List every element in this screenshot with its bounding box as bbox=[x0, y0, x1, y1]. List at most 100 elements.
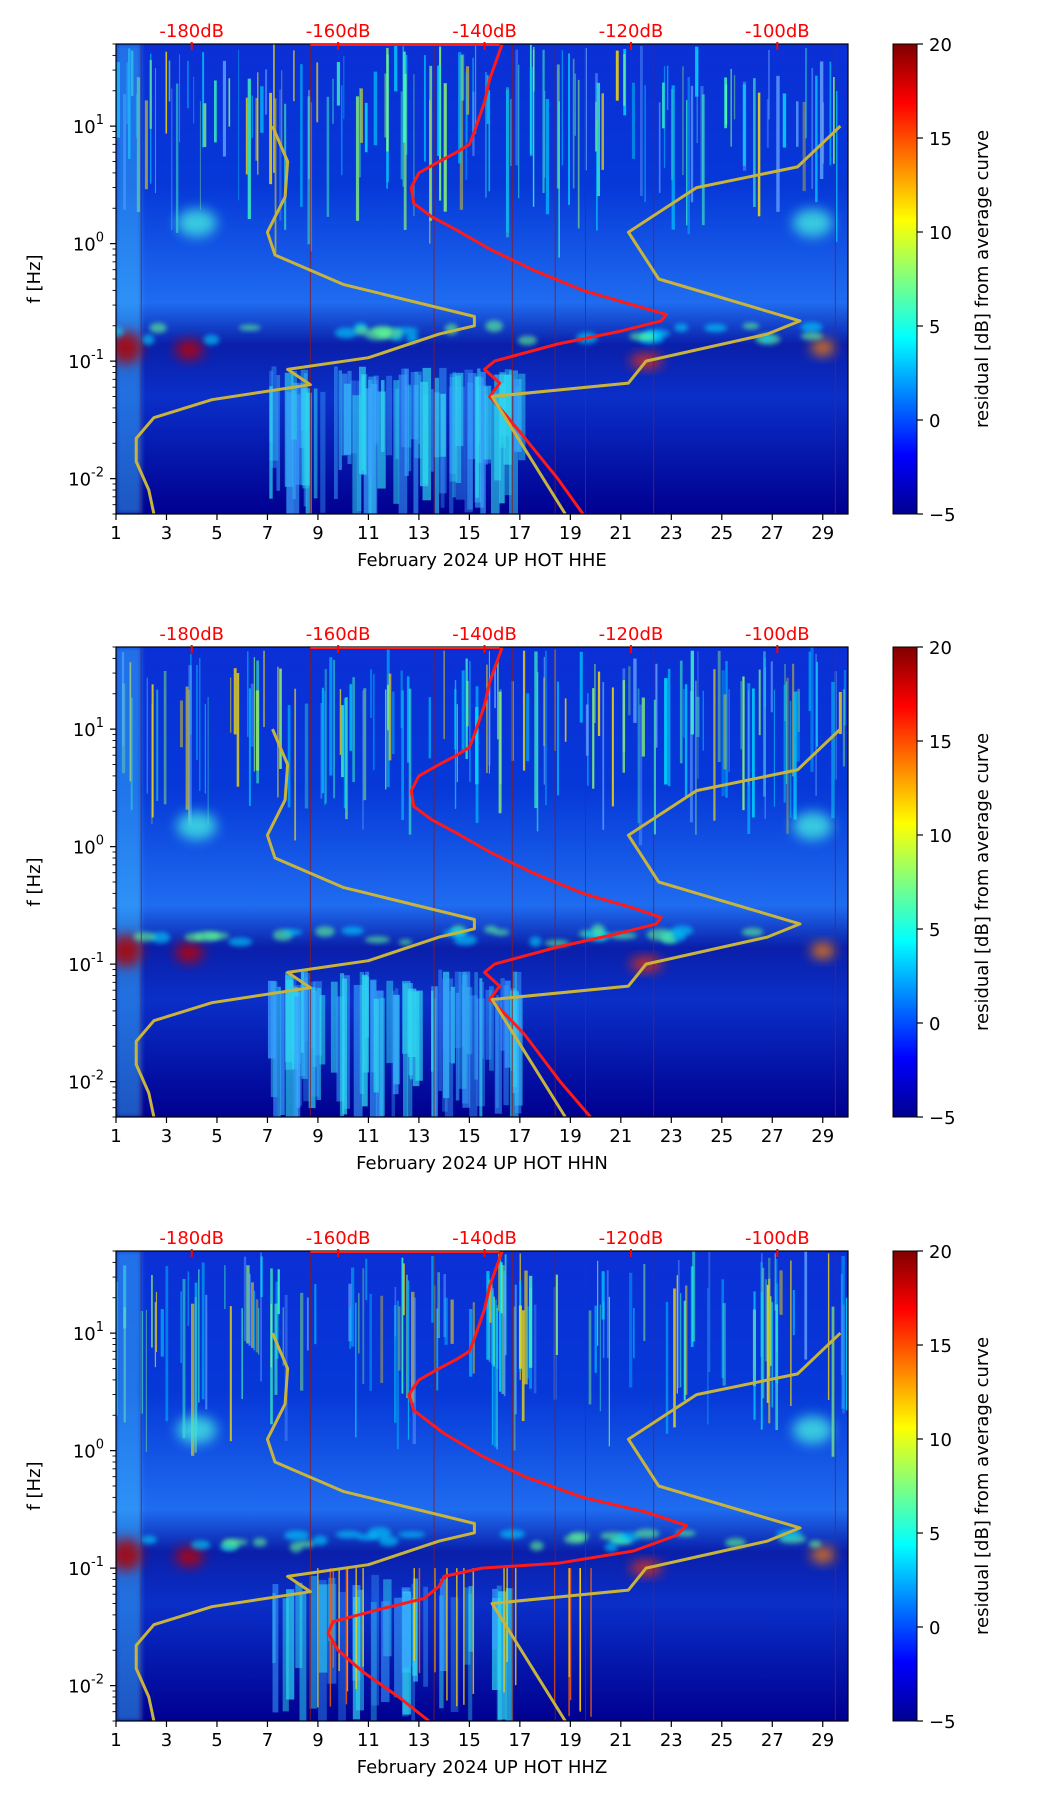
model-curve bbox=[134, 1332, 842, 1721]
x-axis-label: February 2024 UP HOT HHZ bbox=[357, 1757, 608, 1778]
x-tick-label: 13 bbox=[407, 1730, 430, 1751]
model-curve bbox=[134, 728, 842, 1117]
model-curve bbox=[134, 125, 842, 514]
x-tick-label: 21 bbox=[609, 1730, 632, 1751]
x-tick-label: 3 bbox=[161, 1730, 172, 1751]
top-db-label: -180dB bbox=[159, 1228, 224, 1249]
x-tick-label: 27 bbox=[761, 523, 784, 544]
x-tick-label: 5 bbox=[211, 523, 222, 544]
x-tick-label: 7 bbox=[262, 523, 273, 544]
y-tick-label: 10-2 bbox=[68, 1673, 104, 1698]
colorbar-tick-label: 5 bbox=[929, 1524, 940, 1545]
psd-curve bbox=[326, 1251, 688, 1721]
top-db-label: -160dB bbox=[306, 21, 371, 42]
colorbar-label: residual [dB] from average curve bbox=[972, 130, 993, 428]
colorbar-tick-label: −5 bbox=[929, 1712, 956, 1733]
x-tick-label: 23 bbox=[660, 1730, 683, 1751]
x-tick-label: 19 bbox=[559, 1730, 582, 1751]
colorbar-tick-label: 15 bbox=[929, 1336, 952, 1357]
x-tick-label: 17 bbox=[508, 1730, 531, 1751]
y-tick-label: 10-1 bbox=[68, 951, 104, 976]
y-axis-label: f [Hz] bbox=[24, 1461, 45, 1510]
x-tick-label: 21 bbox=[609, 523, 632, 544]
x-tick-label: 1 bbox=[110, 1126, 121, 1147]
x-tick-label: 3 bbox=[161, 523, 172, 544]
x-tick-label: 5 bbox=[211, 1730, 222, 1751]
x-tick-label: 23 bbox=[660, 523, 683, 544]
spectrogram-texture bbox=[116, 44, 838, 514]
top-db-label: -120dB bbox=[599, 624, 664, 645]
x-tick-label: 29 bbox=[811, 523, 834, 544]
x-tick-label: 9 bbox=[312, 523, 323, 544]
x-tick-label: 13 bbox=[407, 523, 430, 544]
x-tick-label: 7 bbox=[262, 1126, 273, 1147]
x-tick-label: 25 bbox=[710, 523, 733, 544]
y-axis-label: f [Hz] bbox=[24, 857, 45, 906]
top-db-label: -100dB bbox=[745, 21, 810, 42]
x-tick-label: 29 bbox=[811, 1126, 834, 1147]
psd-curve bbox=[409, 647, 663, 1117]
y-tick-label: 100 bbox=[73, 231, 104, 256]
colorbar-label: residual [dB] from average curve bbox=[972, 733, 993, 1031]
x-tick-label: 11 bbox=[357, 1730, 380, 1751]
y-tick-label: 10-1 bbox=[68, 1555, 104, 1580]
top-db-label: -100dB bbox=[745, 624, 810, 645]
x-tick-label: 25 bbox=[710, 1730, 733, 1751]
x-tick-label: 27 bbox=[761, 1730, 784, 1751]
x-tick-label: 17 bbox=[508, 1126, 531, 1147]
colorbar-tick-label: 5 bbox=[929, 317, 940, 338]
colorbar-tick-label: 10 bbox=[929, 223, 952, 244]
colorbar-tick-label: 0 bbox=[929, 1618, 940, 1639]
colorbar-tick-label: 0 bbox=[929, 1014, 940, 1035]
x-tick-label: 25 bbox=[710, 1126, 733, 1147]
x-tick-label: 21 bbox=[609, 1126, 632, 1147]
y-axis-label: f [Hz] bbox=[24, 254, 45, 303]
colorbar bbox=[892, 1250, 918, 1722]
spectrogram-area bbox=[116, 647, 848, 1117]
colorbar-label: residual [dB] from average curve bbox=[972, 1337, 993, 1635]
top-db-label: -160dB bbox=[306, 1228, 371, 1249]
x-tick-label: 3 bbox=[161, 1126, 172, 1147]
colorbar-tick-label: 15 bbox=[929, 732, 952, 753]
x-tick-label: 17 bbox=[508, 523, 531, 544]
top-db-label: -120dB bbox=[599, 1228, 664, 1249]
x-tick-label: 19 bbox=[559, 1126, 582, 1147]
x-tick-label: 15 bbox=[458, 1730, 481, 1751]
spectrogram-area bbox=[116, 1251, 848, 1721]
top-db-label: -140dB bbox=[452, 624, 517, 645]
x-tick-label: 1 bbox=[110, 523, 121, 544]
top-db-label: -180dB bbox=[159, 624, 224, 645]
colorbar bbox=[892, 43, 918, 515]
x-tick-label: 7 bbox=[262, 1730, 273, 1751]
x-tick-label: 1 bbox=[110, 1730, 121, 1751]
y-tick-label: 101 bbox=[73, 1320, 104, 1345]
x-tick-label: 15 bbox=[458, 1126, 481, 1147]
colorbar-tick-label: 15 bbox=[929, 129, 952, 150]
top-db-label: -100dB bbox=[745, 1228, 810, 1249]
spectrogram-background bbox=[116, 1251, 848, 1721]
y-tick-label: 10-2 bbox=[68, 466, 104, 491]
x-tick-label: 13 bbox=[407, 1126, 430, 1147]
colorbar-tick-label: 10 bbox=[929, 1430, 952, 1451]
top-db-label: -140dB bbox=[452, 21, 517, 42]
colorbar-tick-label: 10 bbox=[929, 826, 952, 847]
x-tick-label: 23 bbox=[660, 1126, 683, 1147]
y-tick-label: 100 bbox=[73, 834, 104, 859]
x-tick-label: 5 bbox=[211, 1126, 222, 1147]
y-tick-label: 101 bbox=[73, 113, 104, 138]
colorbar-tick-label: 5 bbox=[929, 920, 940, 941]
colorbar bbox=[892, 646, 918, 1118]
psd-curve bbox=[409, 44, 668, 514]
top-db-label: -120dB bbox=[599, 21, 664, 42]
top-db-label: -180dB bbox=[159, 21, 224, 42]
x-tick-label: 15 bbox=[458, 523, 481, 544]
colorbar-tick-label: −5 bbox=[929, 1108, 956, 1129]
spectrogram-texture bbox=[116, 1251, 848, 1721]
colorbar-tick-label: 20 bbox=[929, 35, 952, 56]
x-tick-label: 27 bbox=[761, 1126, 784, 1147]
x-axis-label: February 2024 UP HOT HHE bbox=[357, 550, 607, 571]
